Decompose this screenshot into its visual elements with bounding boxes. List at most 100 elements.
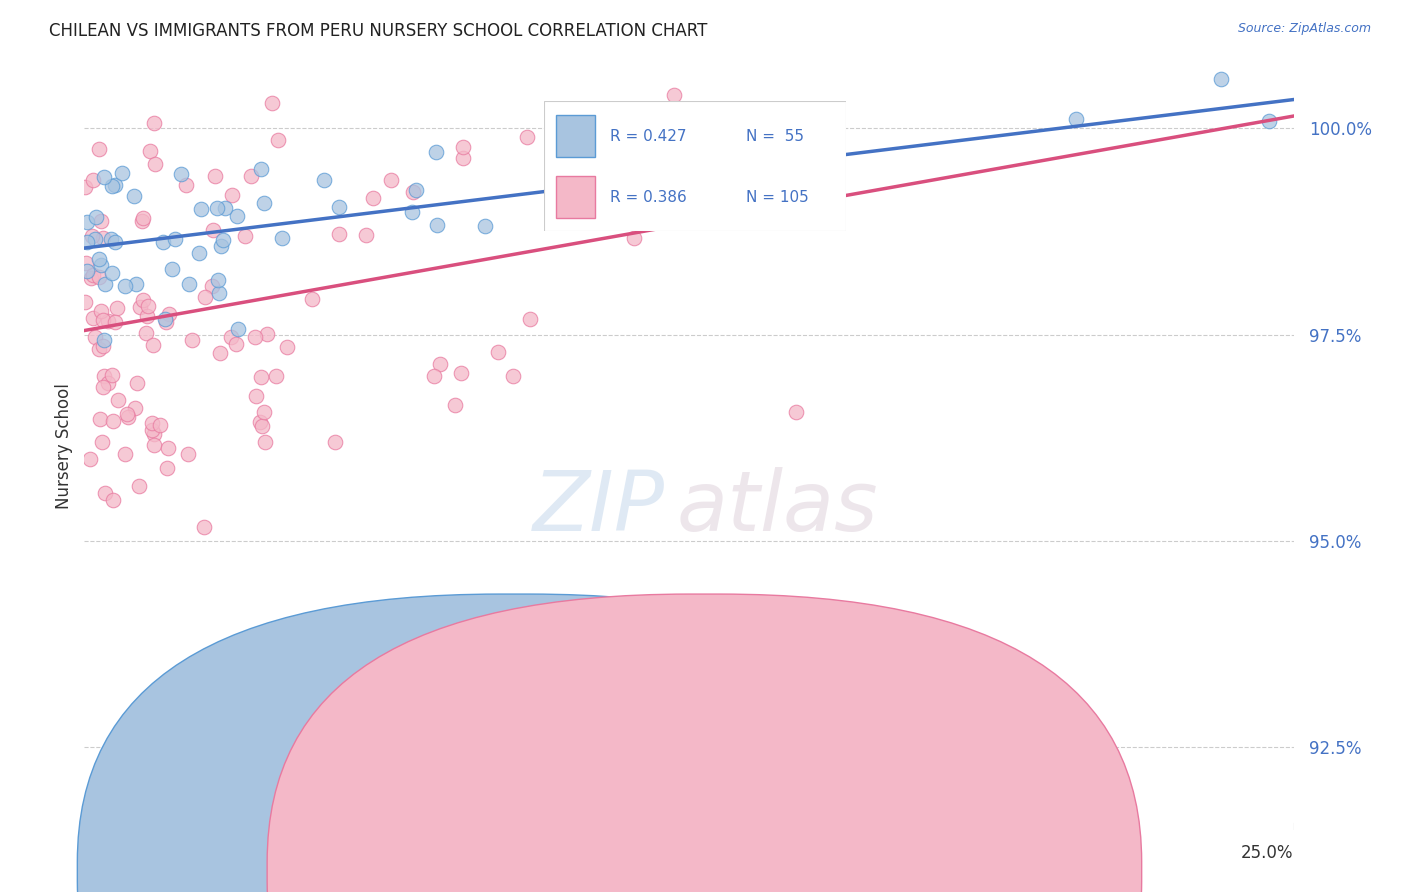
Point — [264, 369, 287, 384]
Point — [502, 368, 524, 383]
Point — [402, 186, 425, 200]
Point — [664, 88, 686, 103]
Point — [138, 144, 160, 158]
Point — [201, 279, 224, 293]
Point — [104, 315, 127, 329]
Point — [405, 184, 427, 198]
Point — [111, 165, 134, 179]
Point — [453, 151, 475, 165]
Point — [142, 338, 165, 352]
Point — [107, 392, 129, 407]
Point — [79, 452, 101, 467]
Point — [193, 519, 215, 533]
Point — [1064, 112, 1087, 126]
Point — [155, 315, 177, 329]
Point — [249, 415, 271, 429]
Point — [142, 116, 165, 130]
Point — [243, 330, 266, 344]
Point — [131, 211, 153, 226]
Point — [89, 142, 111, 156]
Point — [141, 416, 163, 430]
Point — [204, 169, 226, 184]
Point — [212, 234, 235, 248]
Point — [270, 231, 292, 245]
Point — [426, 218, 449, 232]
Point — [157, 442, 180, 456]
Point — [443, 398, 465, 412]
Point — [136, 309, 159, 323]
Point — [94, 277, 117, 292]
Point — [132, 293, 155, 307]
Point — [252, 418, 274, 433]
Point — [87, 252, 110, 266]
Point — [354, 228, 377, 243]
Point — [519, 312, 541, 326]
Point — [75, 255, 97, 269]
Point — [87, 269, 110, 284]
Point — [143, 438, 166, 452]
Point — [90, 434, 112, 449]
Point — [202, 223, 225, 237]
Point — [149, 417, 172, 432]
Point — [91, 231, 114, 245]
Point — [125, 277, 148, 291]
Point — [136, 299, 159, 313]
Point — [245, 389, 267, 403]
Point — [226, 322, 249, 336]
Point — [328, 227, 350, 241]
Point — [254, 435, 277, 450]
Point — [249, 369, 271, 384]
Point — [209, 239, 232, 253]
Text: ZIP: ZIP — [533, 467, 665, 548]
Point — [177, 447, 200, 461]
Point — [97, 376, 120, 391]
Point — [73, 295, 96, 310]
Point — [253, 195, 276, 210]
Point — [233, 228, 256, 243]
Y-axis label: Nursery School: Nursery School — [55, 383, 73, 509]
Point — [682, 103, 704, 117]
Point — [401, 205, 423, 219]
Text: Source: ZipAtlas.com: Source: ZipAtlas.com — [1237, 22, 1371, 36]
Point — [221, 330, 243, 344]
Point — [103, 414, 125, 428]
Point — [323, 435, 346, 450]
Point — [785, 405, 807, 419]
Point — [91, 338, 114, 352]
Point — [117, 409, 139, 424]
Point — [276, 340, 298, 354]
Point — [104, 235, 127, 249]
Point — [124, 401, 146, 415]
Point — [314, 173, 336, 187]
Point — [179, 277, 201, 292]
Point — [1258, 114, 1281, 128]
Point — [128, 479, 150, 493]
Point — [93, 333, 115, 347]
Point — [101, 179, 124, 194]
Point — [225, 209, 247, 223]
Point — [194, 290, 217, 304]
Point — [124, 189, 146, 203]
Point — [250, 162, 273, 177]
Point — [190, 202, 212, 216]
Point — [159, 307, 181, 321]
Point — [253, 405, 276, 419]
Point — [239, 169, 262, 183]
Point — [451, 140, 474, 154]
Point — [90, 258, 112, 272]
Point — [107, 301, 129, 315]
Point — [142, 427, 165, 442]
Point — [209, 345, 232, 359]
Text: 25.0%: 25.0% — [1241, 845, 1294, 863]
Point — [260, 95, 283, 110]
Point — [84, 330, 107, 344]
Point — [143, 157, 166, 171]
Point — [214, 201, 236, 215]
Point — [76, 235, 98, 250]
Point — [82, 173, 104, 187]
Text: atlas: atlas — [676, 467, 879, 548]
Point — [89, 412, 111, 426]
Point — [90, 304, 112, 318]
Point — [1209, 71, 1232, 86]
Point — [80, 229, 103, 244]
